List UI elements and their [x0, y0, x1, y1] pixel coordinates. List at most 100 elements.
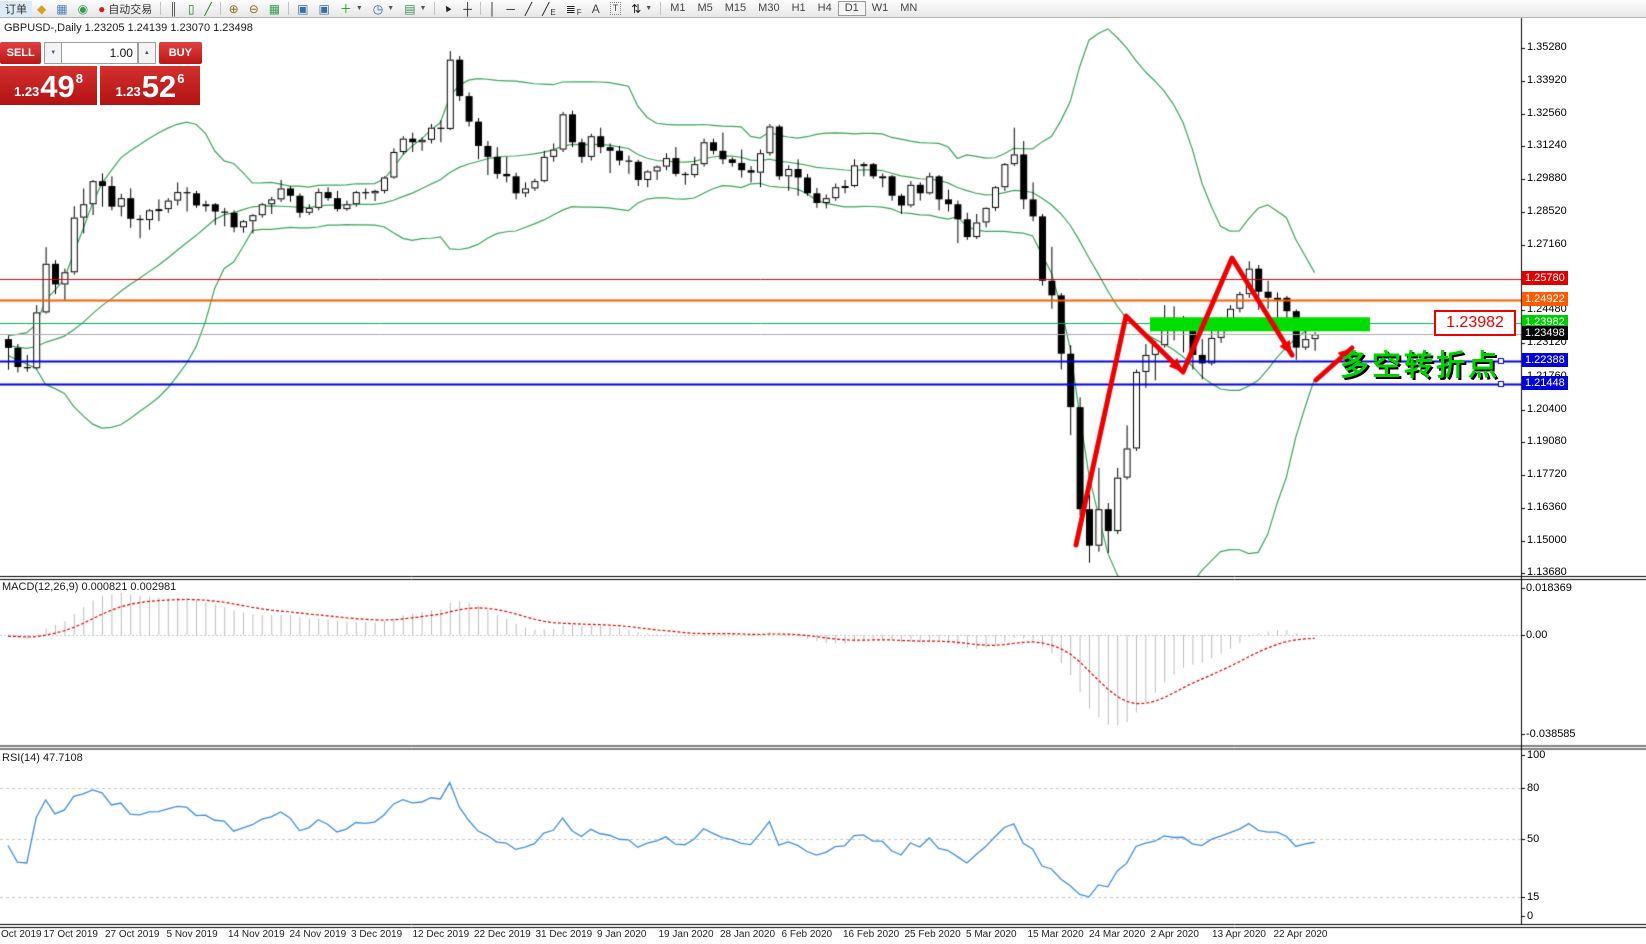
horizontal-line-tool-icon[interactable]: ─ [501, 1, 520, 17]
date-tick: 28 Jan 2020 [720, 929, 776, 940]
timeframe-button-d1[interactable]: D1 [837, 1, 866, 16]
buy-quote-button[interactable]: 1.23 52 6 [100, 66, 200, 105]
channel-tool-icon: ╱ [542, 1, 550, 16]
buy-button[interactable]: BUY [158, 42, 203, 64]
price-tick: 1.24480 [1527, 303, 1567, 316]
price-line-label: 1.21448 [1522, 376, 1568, 391]
arrows-tool-icon[interactable]: ⇅ ▼ [626, 1, 657, 17]
price-line-label: 1.24922 [1522, 291, 1568, 306]
date-tick: 13 Apr 2020 [1212, 929, 1266, 940]
horizontal-line-tool-icon: ─ [506, 1, 515, 16]
channel-tool-icon-sub: E [550, 7, 556, 17]
sell-button[interactable]: SELL [0, 42, 42, 64]
macd-label: MACD(12,26,9) 0.000821 0.002981 [2, 581, 176, 593]
price-tick: 1.17720 [1527, 467, 1567, 480]
crosshair-tool-icon: ┼ [463, 1, 472, 16]
indicator-window-alt-icon: ▣ [318, 1, 330, 16]
volume-increase-button[interactable]: ▲ [137, 42, 156, 64]
volume-decrease-button[interactable]: ▼ [44, 42, 62, 64]
new-order-icon: ◆ [37, 1, 47, 16]
buy-price-pip: 6 [177, 71, 185, 86]
chart-template-icon[interactable]: ▤ ▼ [399, 1, 431, 17]
date-tick: 5 Mar 2020 [966, 929, 1017, 940]
chart-template-icon-caret[interactable]: ▼ [419, 5, 427, 12]
timeframe-button-m15[interactable]: M15 [724, 2, 747, 14]
toolbar-separator [288, 2, 290, 15]
signals-icon: ◉ [77, 1, 89, 16]
crosshair-tool-icon[interactable]: ┼ [458, 1, 477, 17]
turning-point-annotation[interactable]: 多空转折点 [1340, 350, 1501, 382]
date-tick: 27 Oct 2019 [105, 929, 160, 940]
date-tick: 12 Dec 2019 [412, 929, 470, 940]
auto-trading-button: ● [98, 1, 106, 16]
candlestick-mode-icon[interactable]: ▯ [183, 1, 200, 17]
date-tick: 5 Nov 2019 [166, 929, 218, 940]
timeframe-button-w1[interactable]: W1 [871, 2, 889, 14]
date-tick: 16 Feb 2020 [843, 929, 900, 940]
zoom-out-icon: ⊖ [248, 1, 259, 16]
toolbar-separator [160, 2, 162, 15]
price-line-label: 1.23498 [1522, 326, 1568, 341]
cursor-tool-icon[interactable]: ▲ [438, 1, 458, 17]
zoom-out-icon[interactable]: ⊖ [244, 1, 264, 17]
orders-button[interactable]: 订单 [0, 0, 32, 17]
chart-window-icon[interactable]: ▦ [51, 1, 72, 17]
bar-chart-mode-icon[interactable]: ║ [164, 1, 183, 17]
timeframe-button-mn[interactable]: MN [900, 2, 918, 14]
arrows-tool-icon: ⇅ [631, 1, 642, 16]
zoom-in-icon: ⊕ [228, 1, 239, 16]
timeframe-button-m1[interactable]: M1 [670, 2, 686, 14]
timeframe-clock-icon[interactable]: ◷ ▼ [368, 1, 399, 17]
date-tick: 24 Mar 2020 [1089, 929, 1146, 940]
indicator-window-icon[interactable]: ▣ [292, 1, 313, 17]
rsi-axis-tick: 100 [1527, 749, 1546, 761]
add-indicator-icon[interactable]: ＋ ▼ [335, 1, 368, 17]
buy-price-prefix: 1.23 [115, 84, 141, 99]
timeframe-button-m30[interactable]: M30 [758, 2, 780, 14]
trendline-tool-icon[interactable]: ╱ [520, 1, 537, 17]
line-chart-mode-icon[interactable]: ╱ [199, 1, 216, 17]
toolbar-separator [219, 2, 221, 15]
date-tick: 14 Nov 2019 [228, 929, 285, 940]
vertical-line-tool-icon: │ [488, 1, 497, 16]
vertical-line-tool-icon[interactable]: │ [484, 1, 502, 17]
price-tick: 1.35280 [1527, 41, 1567, 53]
symbol-header: GBPUSD-,Daily 1.23205 1.24139 1.23070 1.… [4, 22, 253, 34]
price-tick: 1.13680 [1527, 565, 1567, 578]
macd-axis-tick: 0.018369 [1526, 581, 1572, 594]
macd-axis-tick: 0.00 [1526, 629, 1548, 641]
indicator-window-alt-icon[interactable]: ▣ [313, 1, 334, 17]
price-line-label: 1.23982 [1522, 314, 1568, 329]
add-indicator-icon-caret[interactable]: ▼ [355, 5, 363, 12]
date-tick: 19 Jan 2020 [658, 929, 714, 940]
date-tick: 3 Dec 2019 [351, 929, 403, 940]
bar-chart-mode-icon: ║ [169, 1, 178, 16]
price-annotation-label[interactable]: 1.23982 [1434, 310, 1516, 336]
channel-tool-icon[interactable]: ╱ E [537, 1, 561, 17]
rsi-axis-tick: 80 [1527, 782, 1540, 795]
volume-input[interactable]: 1.00 [61, 42, 138, 64]
sell-quote-button[interactable]: 1.23 49 8 [0, 66, 97, 105]
fibonacci-tool-icon-sub: F [576, 7, 582, 17]
chart-template-icon: ▤ [404, 1, 416, 16]
timeframe-button-h1[interactable]: H1 [791, 2, 806, 14]
new-order-icon[interactable]: ◆ [32, 1, 51, 17]
auto-trading-button[interactable]: ● 自动交易 [93, 1, 157, 17]
text-tool-icon[interactable]: A [587, 1, 605, 17]
arrows-tool-icon-caret[interactable]: ▼ [645, 5, 653, 12]
tile-windows-icon[interactable]: ▦ [264, 1, 285, 17]
toolbar-separator [479, 2, 481, 15]
date-tick: 9 Jan 2020 [597, 929, 647, 940]
rsi-axis-tick: 50 [1527, 832, 1540, 845]
fibonacci-tool-icon[interactable]: ≣ F [561, 1, 587, 17]
toolbar-separator [434, 2, 436, 15]
signals-icon[interactable]: ◉ [73, 1, 93, 17]
sell-price-prefix: 1.23 [13, 84, 40, 99]
timeframe-button-h4[interactable]: H4 [817, 2, 832, 14]
label-tool-icon[interactable]: T [605, 1, 627, 17]
zoom-in-icon[interactable]: ⊕ [224, 1, 244, 17]
one-click-trade-panel: SELL ▼ 1.00 ▲ BUY 1.23 49 8 1.23 52 6 [0, 42, 203, 105]
timeframe-button-m5[interactable]: M5 [697, 2, 713, 14]
timeframe-clock-icon-caret[interactable]: ▼ [387, 5, 395, 12]
